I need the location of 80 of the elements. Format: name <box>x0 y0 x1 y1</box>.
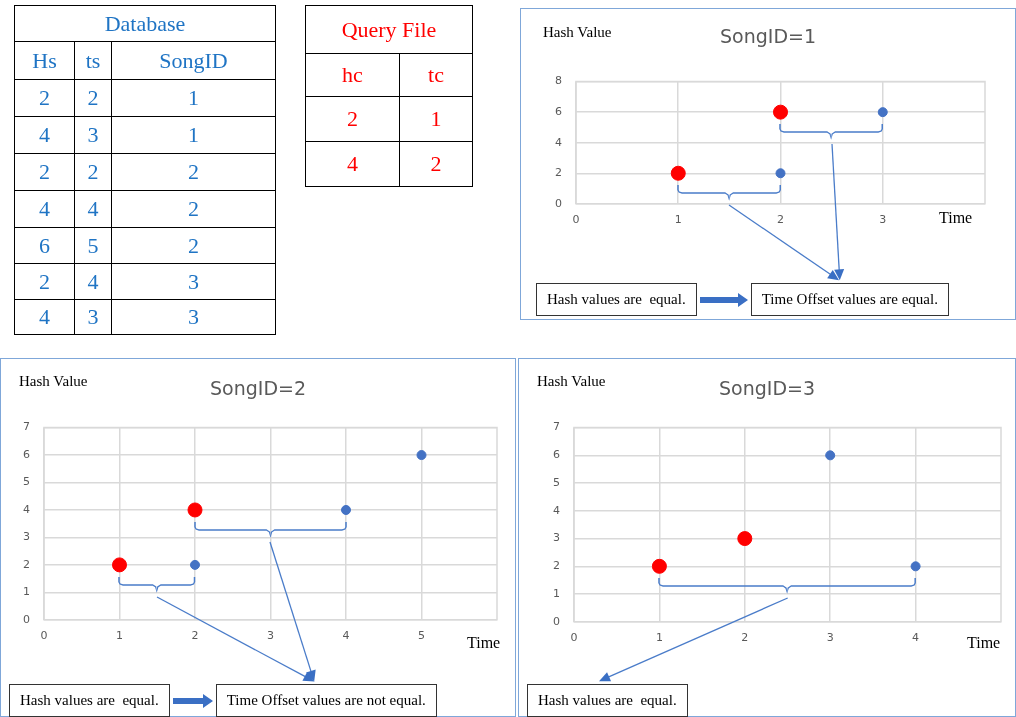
category-label: ts <box>74 41 112 80</box>
category-label: SongID <box>111 41 276 80</box>
y-tick-label: 7 <box>23 420 30 434</box>
category-label: tc <box>399 53 473 97</box>
x-tick-label: 3 <box>267 629 274 643</box>
x-tick-label: 1 <box>655 631 663 645</box>
text: Database <box>14 5 276 42</box>
y-tick-label: 3 <box>23 530 30 544</box>
text: Time Offset values are not equal. <box>215 684 437 717</box>
y-tick-label: 4 <box>553 503 560 517</box>
y-axis-title: Hash Value <box>543 24 612 41</box>
x-tick-label: 0 <box>40 629 48 643</box>
y-tick-label: 0 <box>555 196 562 210</box>
text: 1 <box>399 96 473 142</box>
y-tick-label: 8 <box>555 74 562 88</box>
category-label: hc <box>305 53 400 97</box>
x-axis-title: Time <box>939 209 973 227</box>
text: 3 <box>74 299 112 335</box>
y-tick-label: 2 <box>553 559 560 573</box>
text: 2 <box>399 141 473 187</box>
point <box>187 502 203 518</box>
x-tick-label: 5 <box>418 629 425 643</box>
text: Time Offset values are equal. <box>750 283 949 316</box>
chart-title: SongID=1 <box>719 25 817 47</box>
y-tick-label: 6 <box>23 447 30 461</box>
y-axis-title: Hash Value <box>537 373 606 390</box>
x-tick-label: 1 <box>674 213 682 227</box>
point <box>190 559 200 570</box>
point <box>910 561 921 572</box>
text: 2 <box>74 153 112 191</box>
x-tick-label: 4 <box>342 629 350 643</box>
y-tick-label: 4 <box>555 135 562 149</box>
text: 2 <box>305 96 400 142</box>
text: Query File <box>305 5 473 54</box>
y-tick-label: 5 <box>553 475 560 489</box>
point <box>737 531 753 547</box>
text: Hash values are equal. <box>536 283 697 316</box>
text: 2 <box>111 153 276 191</box>
y-tick-label: 6 <box>553 448 560 462</box>
text: Hash values are equal. <box>527 684 688 717</box>
y-tick-label: 4 <box>23 502 30 516</box>
y-axis-title: Hash Value <box>19 373 88 390</box>
x-tick-label: 0 <box>572 213 580 227</box>
y-tick-label: 0 <box>23 612 30 626</box>
point <box>341 504 351 515</box>
x-tick-label: 2 <box>741 631 749 645</box>
x-tick-label: 4 <box>912 631 920 645</box>
point <box>112 557 127 573</box>
text: 4 <box>305 141 400 187</box>
x-tick-label: 2 <box>191 629 199 643</box>
category-label: Hs <box>14 41 75 80</box>
chart-title: SongID=2 <box>209 377 307 399</box>
point <box>416 450 427 461</box>
x-tick-label: 0 <box>570 631 578 645</box>
y-tick-label: 1 <box>553 586 560 600</box>
y-tick-label: 1 <box>23 585 30 599</box>
y-tick-label: 6 <box>555 105 562 119</box>
text: 4 <box>74 263 112 300</box>
y-tick-label: 5 <box>23 475 30 489</box>
x-tick-label: 3 <box>879 213 887 227</box>
text: 3 <box>74 116 112 154</box>
text: Hash values are equal. <box>9 684 170 717</box>
y-tick-label: 2 <box>23 557 30 571</box>
x-tick-label: 3 <box>826 631 834 645</box>
x-axis-title: Time <box>467 634 501 652</box>
y-tick-label: 2 <box>555 166 562 180</box>
text: 3 <box>111 263 276 300</box>
text: 3 <box>111 299 276 335</box>
chart-title: SongID=3 <box>718 377 816 399</box>
x-axis-title: Time <box>967 634 1001 652</box>
point <box>651 558 667 574</box>
x-tick-label: 2 <box>777 213 784 227</box>
text: 1 <box>111 116 276 154</box>
x-tick-label: 1 <box>116 629 123 643</box>
text: 1 <box>111 79 276 117</box>
text: 2 <box>74 79 112 117</box>
point <box>825 450 836 461</box>
y-tick-label: 7 <box>553 420 560 434</box>
y-tick-label: 0 <box>553 614 560 628</box>
y-tick-label: 3 <box>553 531 560 545</box>
